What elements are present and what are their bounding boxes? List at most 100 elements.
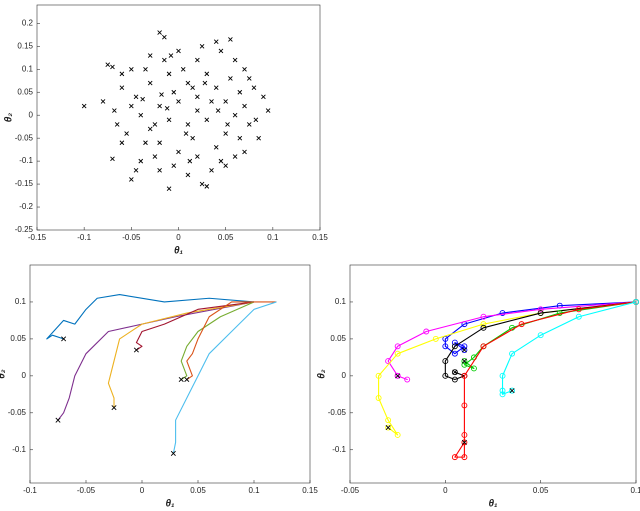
trajectory <box>444 301 637 381</box>
x-marker <box>157 167 162 173</box>
x-marker <box>138 112 144 118</box>
x-marker <box>178 377 184 383</box>
x-marker <box>228 76 233 81</box>
point-marker <box>537 306 544 313</box>
x-axis-label: θ₁ <box>488 499 498 510</box>
y-tick-label: 0 <box>342 371 347 380</box>
plot-frame <box>29 264 311 484</box>
x-marker <box>180 66 186 72</box>
x-marker <box>461 347 467 353</box>
x-marker <box>223 99 228 104</box>
x-marker <box>213 145 219 150</box>
x-marker <box>395 373 401 379</box>
x-marker <box>105 62 111 68</box>
x-marker <box>237 135 243 141</box>
y-tick-label: -0.1 <box>12 445 26 454</box>
x-marker <box>202 80 208 86</box>
x-marker <box>209 167 214 173</box>
x-marker <box>138 158 144 164</box>
x-marker <box>199 181 205 187</box>
y-tick-label: 0.2 <box>22 18 34 27</box>
trajectory <box>454 301 637 458</box>
point-marker <box>394 372 401 379</box>
x-marker <box>183 131 189 136</box>
trajectory <box>135 301 255 351</box>
point-marker <box>499 391 506 398</box>
x-marker <box>162 34 167 40</box>
point-marker <box>461 343 468 350</box>
x-marker <box>129 103 134 109</box>
x-axis-label: θ₁ <box>165 499 175 510</box>
point-marker <box>451 339 458 346</box>
x-marker <box>185 172 191 178</box>
trajectory <box>186 301 277 381</box>
x-marker <box>133 94 139 100</box>
x-marker <box>147 80 153 86</box>
x-tick-label: -0.1 <box>77 233 91 242</box>
point-marker <box>480 324 487 331</box>
trajectory <box>463 301 637 370</box>
x-marker <box>461 358 467 364</box>
x-marker <box>261 94 266 100</box>
x-tick-label: 0.15 <box>302 486 318 495</box>
y-tick-label: -0.1 <box>19 156 33 165</box>
x-marker <box>119 71 125 77</box>
x-marker <box>213 39 219 45</box>
point-marker <box>442 358 449 365</box>
x-marker <box>195 57 200 63</box>
x-marker <box>61 336 67 342</box>
point-marker <box>461 402 468 409</box>
y-tick-label: -0.2 <box>19 202 33 211</box>
point-marker <box>451 350 458 357</box>
x-marker <box>246 122 252 127</box>
y-tick-label: 0.15 <box>17 41 33 50</box>
x-marker <box>176 99 181 104</box>
y-tick-label: 0 <box>29 110 34 119</box>
x-marker <box>228 37 233 42</box>
x-marker <box>110 156 115 162</box>
x-marker <box>166 117 172 123</box>
x-marker <box>232 154 238 159</box>
y-tick-label: -0.25 <box>15 225 34 234</box>
panel: -0.05 0 0.05 0.1 -0.1 -0.05 0 0.05 0.1 θ₁ θ₂ <box>317 264 640 510</box>
point-marker <box>404 376 411 383</box>
x-tick-label: 0.1 <box>630 486 640 495</box>
x-marker <box>232 57 238 63</box>
point-marker <box>394 343 401 350</box>
point-marker <box>451 454 458 461</box>
x-marker <box>81 103 87 109</box>
trajectory <box>57 301 255 421</box>
x-marker <box>176 149 181 155</box>
x-marker <box>184 377 190 383</box>
y-tick-label: -0.05 <box>328 408 347 417</box>
x-tick-label: 0.1 <box>248 486 260 495</box>
x-marker <box>157 103 162 109</box>
x-marker <box>143 66 148 72</box>
x-tick-label: 0.05 <box>533 486 549 495</box>
point-marker <box>499 310 506 316</box>
x-marker <box>237 89 243 95</box>
x-marker <box>152 154 158 159</box>
point-marker <box>480 321 487 328</box>
x-marker <box>171 163 177 169</box>
x-marker <box>213 85 219 90</box>
x-tick-label: 0.05 <box>190 486 206 495</box>
y-tick-label: -0.15 <box>15 179 34 188</box>
point-marker <box>509 350 516 357</box>
x-marker <box>110 64 115 70</box>
x-marker <box>152 122 158 127</box>
x-marker <box>385 425 391 431</box>
x-marker <box>246 76 252 81</box>
point-marker <box>633 298 639 305</box>
x-marker <box>199 44 205 49</box>
point-marker <box>556 310 563 316</box>
point-marker <box>461 432 468 438</box>
x-tick-label: 0.05 <box>218 233 234 242</box>
x-marker <box>129 66 134 72</box>
trajectory <box>501 301 637 395</box>
plot-frame <box>349 264 637 484</box>
point-marker <box>575 306 582 313</box>
trajectory <box>172 301 277 454</box>
point-marker <box>385 424 392 431</box>
x-marker <box>242 149 247 155</box>
